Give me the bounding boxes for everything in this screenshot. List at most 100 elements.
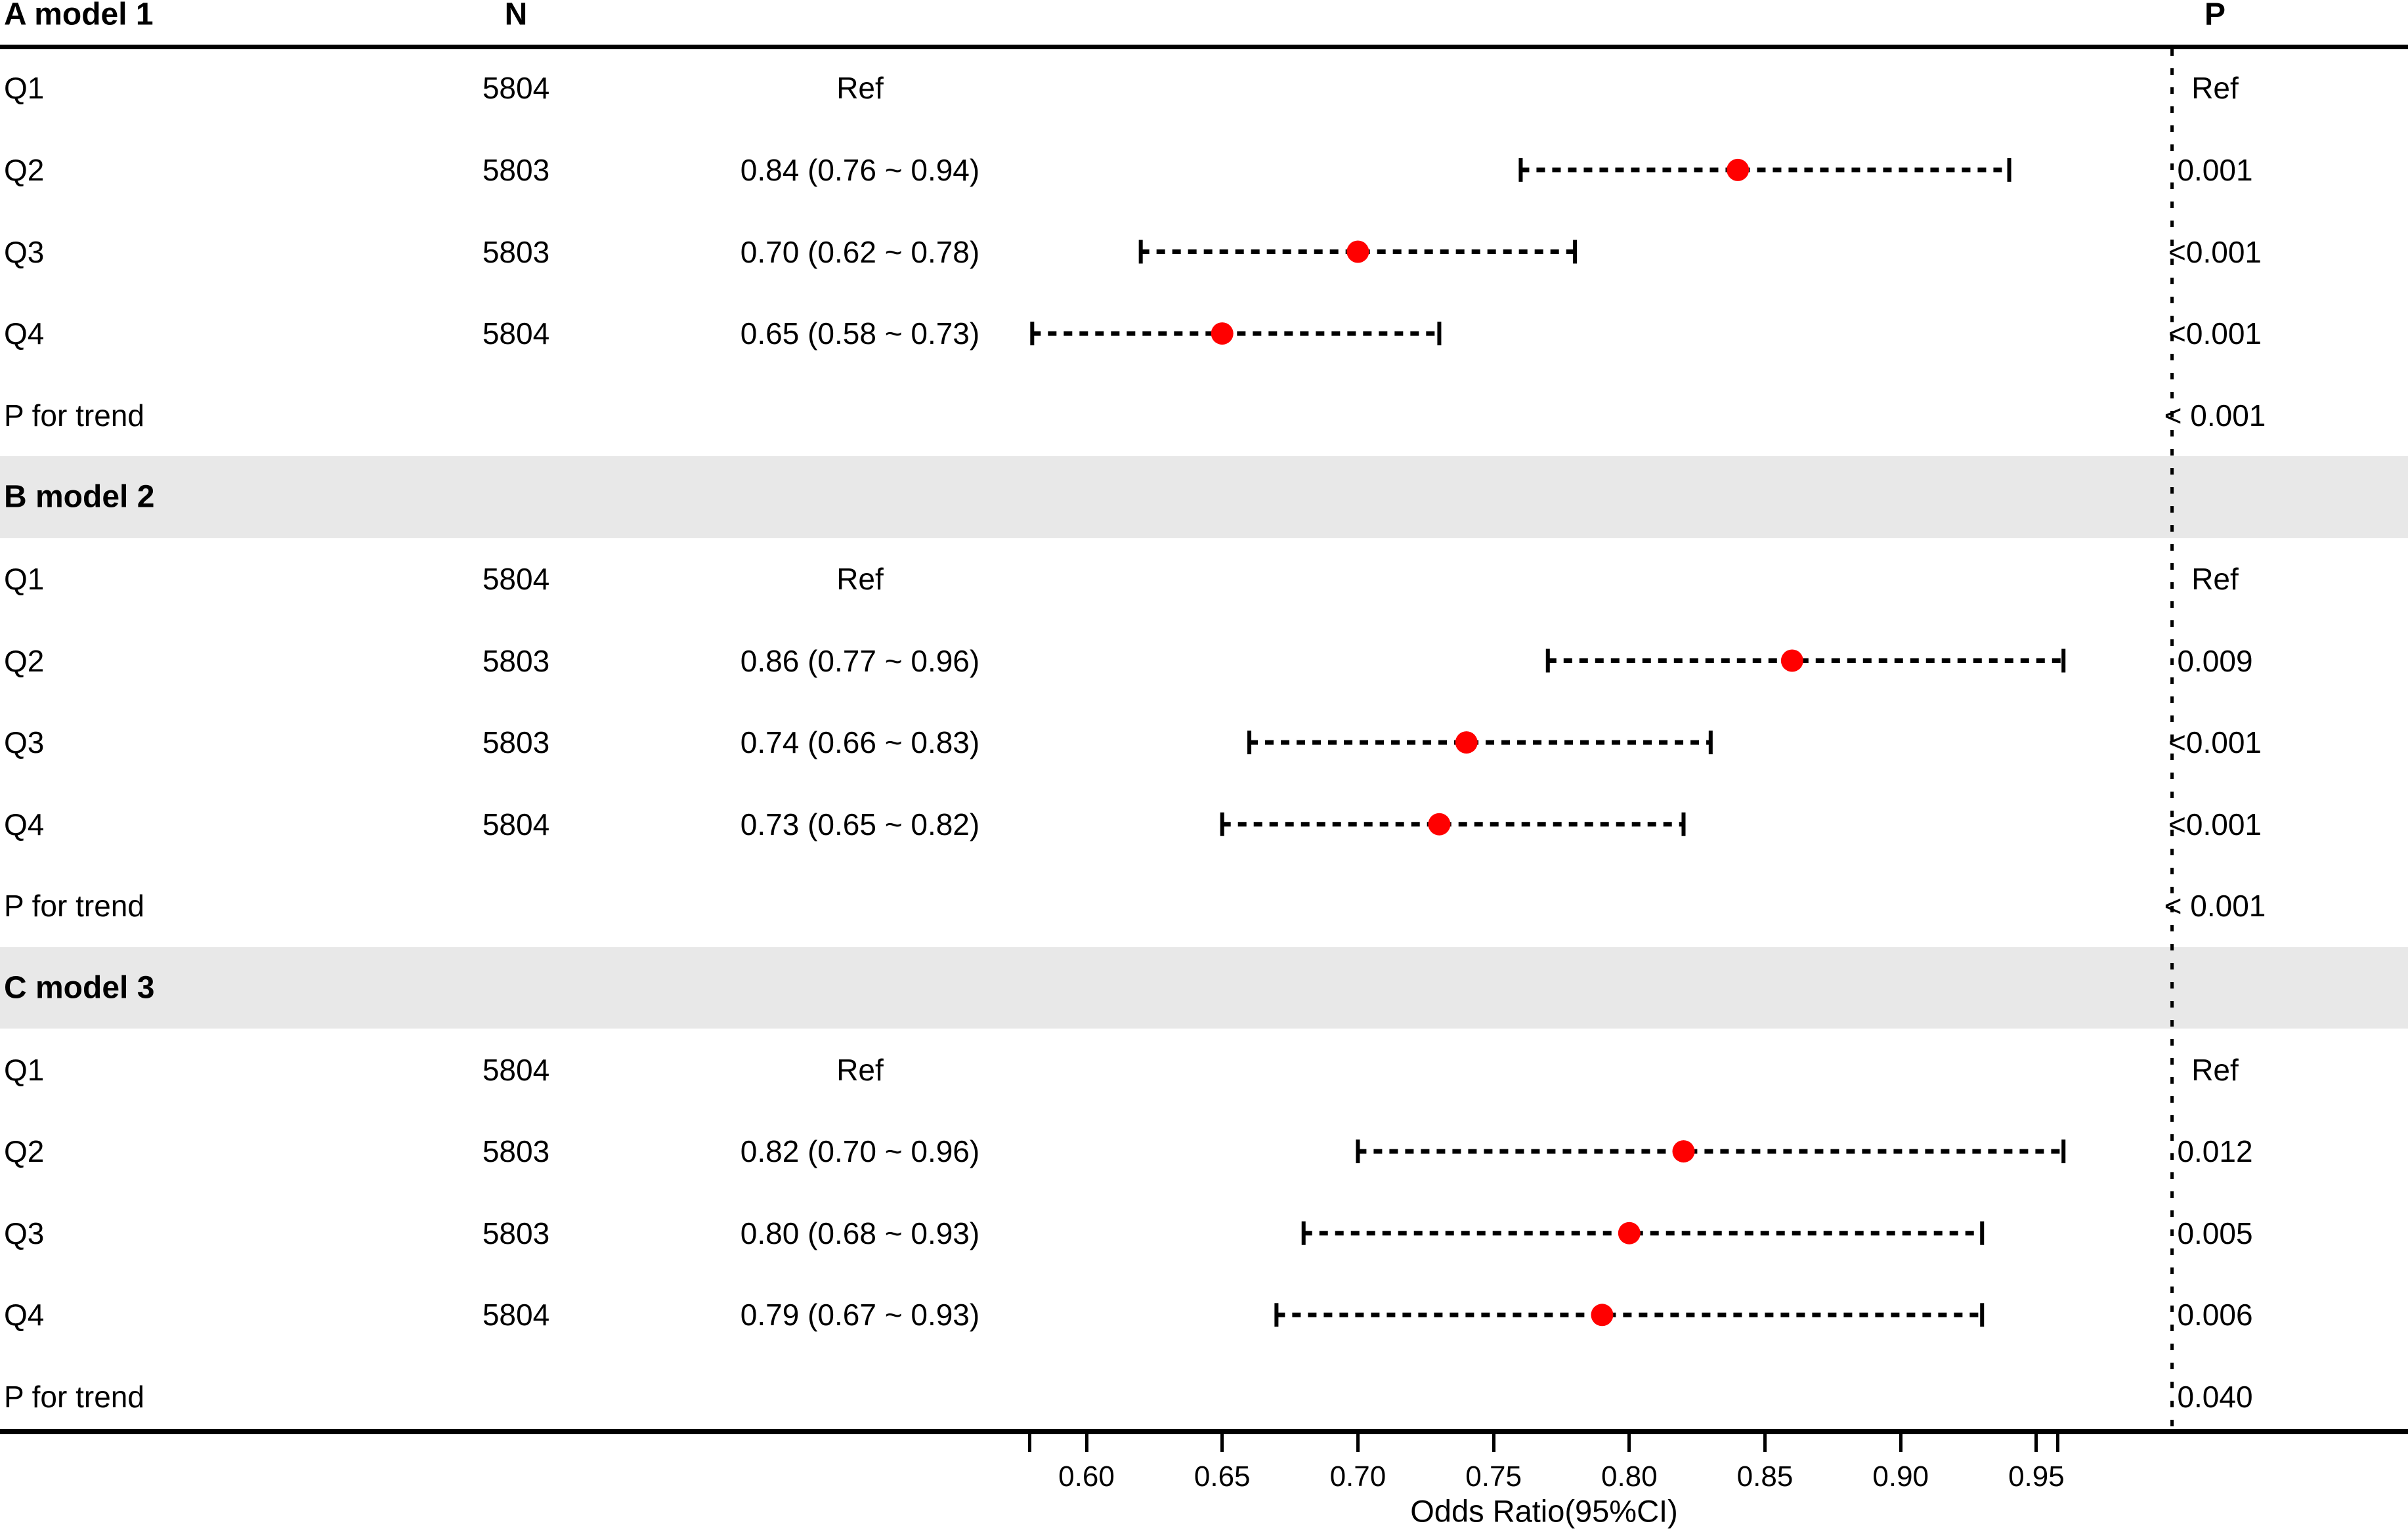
row-label: Q4 <box>4 316 45 351</box>
panel-band: B model 2 <box>0 456 2408 538</box>
panel-title: B model 2 <box>4 479 155 515</box>
or-point <box>1428 813 1451 836</box>
row-p-value: 0.005 <box>2177 1216 2253 1250</box>
axis-tick <box>1899 1434 1903 1452</box>
row-n-value: 5803 <box>482 152 550 187</box>
ci-cap-low <box>1030 322 1035 346</box>
ci-cap-low <box>1301 1221 1306 1245</box>
axis-tick-label: 0.75 <box>1465 1460 1522 1493</box>
row-label: Q2 <box>4 1134 45 1169</box>
row-or-ci-text: Ref <box>836 71 884 106</box>
axis-tick <box>1085 1434 1088 1452</box>
row-or-ci-text: 0.84 (0.76 ~ 0.94) <box>740 152 980 187</box>
row-or-ci-text: Ref <box>836 1052 884 1087</box>
ci-cap-high <box>1980 1221 1985 1245</box>
row-n-value: 5804 <box>482 807 550 841</box>
row-p-value: 0.012 <box>2177 1134 2253 1169</box>
row-p-value: 0.040 <box>2177 1379 2253 1414</box>
row-or-ci-text: 0.70 (0.62 ~ 0.78) <box>740 234 980 269</box>
row-label: P for trend <box>4 1379 144 1414</box>
row-p-value: <0.001 <box>2168 316 2262 351</box>
or-point <box>1780 649 1803 672</box>
ci-cap-low <box>1518 158 1523 182</box>
or-point <box>1672 1140 1695 1163</box>
panel-a-header-title: A model 1 <box>4 0 154 32</box>
axis-tick-label: 0.60 <box>1058 1460 1115 1493</box>
row-label: Q1 <box>4 71 45 106</box>
row-n-value: 5803 <box>482 1134 550 1169</box>
axis-tick-label: 0.70 <box>1329 1460 1387 1493</box>
col-header-p: P <box>2204 0 2226 32</box>
row-n-value: 5803 <box>482 643 550 678</box>
ci-cap-high <box>2007 158 2011 182</box>
ci-cap-high <box>1708 731 1713 755</box>
axis-tick <box>1627 1434 1631 1452</box>
ci-cap-low <box>1138 240 1143 264</box>
row-p-value: <0.001 <box>2168 234 2262 269</box>
row-n-value: 5803 <box>482 1216 550 1250</box>
axis-tick <box>1492 1434 1495 1452</box>
row-p-value: <0.001 <box>2168 807 2262 841</box>
axis-tick-label: 0.85 <box>1736 1460 1794 1493</box>
row-label: Q4 <box>4 807 45 841</box>
row-or-ci-text: 0.82 (0.70 ~ 0.96) <box>740 1134 980 1169</box>
ci-cap-low <box>1356 1139 1360 1164</box>
row-label: Q1 <box>4 561 45 596</box>
x-axis-title: Odds Ratio(95%CI) <box>1410 1493 1678 1529</box>
row-or-ci-text: 0.80 (0.68 ~ 0.93) <box>740 1216 980 1250</box>
or-point <box>1455 731 1478 754</box>
panel-title: C model 3 <box>4 970 155 1006</box>
axis-end-tick-left <box>1027 1434 1031 1452</box>
row-n-value: 5803 <box>482 725 550 760</box>
row-label: Q1 <box>4 1052 45 1087</box>
axis-tick <box>1763 1434 1767 1452</box>
row-label: P for trend <box>4 889 144 924</box>
or-point <box>1346 240 1369 263</box>
row-p-value: 0.006 <box>2177 1298 2253 1332</box>
or-point <box>1618 1222 1641 1245</box>
row-p-value: 0.009 <box>2177 643 2253 678</box>
row-n-value: 5804 <box>482 561 550 596</box>
axis-tick <box>2034 1434 2038 1452</box>
row-p-value: Ref <box>2191 71 2239 106</box>
panel-band: C model 3 <box>0 947 2408 1029</box>
row-or-ci-text: 0.74 (0.66 ~ 0.83) <box>740 725 980 760</box>
row-n-value: 5804 <box>482 71 550 106</box>
col-header-n: N <box>504 0 528 32</box>
axis-tick <box>1220 1434 1224 1452</box>
axis-tick-label: 0.80 <box>1601 1460 1658 1493</box>
row-n-value: 5803 <box>482 234 550 269</box>
row-or-ci-text: Ref <box>836 561 884 596</box>
row-label: Q3 <box>4 1216 45 1250</box>
row-p-value: 0.001 <box>2177 152 2253 187</box>
row-p-value: < 0.001 <box>2164 398 2266 433</box>
ci-cap-low <box>1220 812 1224 836</box>
ci-cap-high <box>2061 1139 2066 1164</box>
ci-cap-high <box>1681 812 1686 836</box>
row-p-value: < 0.001 <box>2164 889 2266 924</box>
or-point <box>1727 158 1750 181</box>
row-p-value: Ref <box>2191 1052 2239 1087</box>
row-label: P for trend <box>4 398 144 433</box>
row-label: Q2 <box>4 643 45 678</box>
row-or-ci-text: 0.73 (0.65 ~ 0.82) <box>740 807 980 841</box>
bottom-rule <box>0 1429 2408 1434</box>
top-rule <box>0 45 2408 49</box>
ci-cap-high <box>2061 649 2066 673</box>
axis-tick-label: 0.65 <box>1193 1460 1251 1493</box>
ci-cap-low <box>1545 649 1550 673</box>
ci-cap-high <box>1437 322 1442 346</box>
row-or-ci-text: 0.86 (0.77 ~ 0.96) <box>740 643 980 678</box>
row-n-value: 5804 <box>482 1052 550 1087</box>
or-point <box>1591 1304 1614 1327</box>
row-p-value: <0.001 <box>2168 725 2262 760</box>
ci-cap-low <box>1274 1303 1279 1327</box>
ci-cap-low <box>1247 731 1252 755</box>
or-point <box>1211 322 1234 345</box>
axis-tick-label: 0.95 <box>2008 1460 2065 1493</box>
row-label: Q4 <box>4 1298 45 1332</box>
row-or-ci-text: 0.65 (0.58 ~ 0.73) <box>740 316 980 351</box>
row-n-value: 5804 <box>482 1298 550 1332</box>
